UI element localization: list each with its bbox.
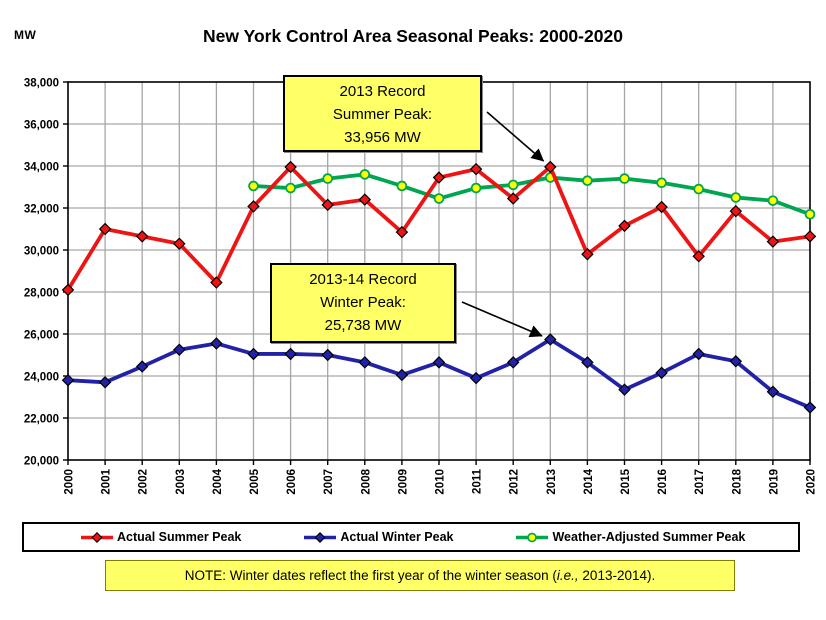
svg-text:2002: 2002 [138, 469, 150, 495]
svg-text:20,000: 20,000 [24, 456, 59, 468]
chart-title: New York Control Area Seasonal Peaks: 20… [203, 26, 623, 46]
series-markers-actual-winter-peak [61, 333, 817, 414]
svg-text:2009: 2009 [397, 469, 409, 495]
svg-text:2014: 2014 [583, 468, 595, 494]
svg-text:38,000: 38,000 [24, 78, 59, 90]
svg-text:2005: 2005 [249, 468, 261, 494]
svg-text:2006: 2006 [286, 469, 298, 495]
note-box: NOTE: Winter dates reflect the first yea… [105, 560, 735, 591]
svg-text:2001: 2001 [101, 468, 113, 494]
annotation-arrow [486, 111, 545, 162]
svg-text:24,000: 24,000 [24, 372, 59, 384]
legend-marker-summer-icon [81, 531, 113, 543]
series-markers-actual-summer-peak [61, 160, 817, 297]
annotation-winter-record: 2013-14 Record Winter Peak: 25,738 MW [270, 263, 456, 343]
svg-text:2016: 2016 [657, 469, 669, 495]
svg-text:2020: 2020 [806, 469, 818, 495]
svg-text:34,000: 34,000 [24, 162, 59, 174]
svg-text:2012: 2012 [509, 469, 521, 495]
svg-text:2004: 2004 [212, 468, 224, 494]
annotation-line: Winter Peak: [320, 294, 406, 311]
legend-item-weather-adjusted: Weather-Adjusted Summer Peak [515, 530, 745, 544]
annotation-summer-record: 2013 Record Summer Peak: 33,956 MW [283, 75, 482, 152]
svg-text:2017: 2017 [694, 469, 706, 495]
annotation-line: 33,956 MW [344, 129, 421, 146]
svg-text:30,000: 30,000 [24, 246, 59, 258]
legend-item-actual-winter-peak: Actual Winter Peak [303, 530, 453, 544]
x-axis-labels: 2000 2001 2002 2003 2004 2005 2006 2007 2008 2009… [64, 468, 818, 494]
y-axis-labels: 20,000 22,000 24,000 26,000 28,000 30,000 32,0… [24, 78, 59, 468]
annotation-line: 2013-14 Record [309, 271, 417, 288]
legend-label: Actual Winter Peak [340, 530, 454, 544]
svg-text:26,000: 26,000 [24, 330, 59, 342]
svg-text:2015: 2015 [620, 468, 632, 494]
svg-text:2008: 2008 [360, 468, 372, 494]
svg-text:2018: 2018 [731, 468, 743, 494]
svg-text:2003: 2003 [175, 469, 187, 495]
svg-text:2010: 2010 [435, 469, 447, 495]
svg-text:2019: 2019 [768, 469, 780, 495]
annotation-line: 25,738 MW [324, 317, 402, 334]
series-actual-winter-peak [61, 333, 817, 414]
series-weather-adjusted-summer-peak [248, 169, 816, 220]
annotation-line: Summer Peak: [332, 106, 433, 123]
svg-text:22,000: 22,000 [24, 414, 59, 426]
annotation-line: 2013 Record [339, 83, 426, 100]
axis-ticks [63, 81, 811, 465]
legend-marker-winter-icon [304, 531, 337, 543]
svg-text:2007: 2007 [323, 469, 335, 495]
svg-text:36,000: 36,000 [24, 120, 59, 132]
svg-text:2000: 2000 [64, 469, 76, 495]
legend-label: Actual Summer Peak [117, 530, 242, 544]
series-actual-summer-peak [61, 160, 817, 297]
y-axis-units-label: MW [14, 28, 37, 42]
legend-item-actual-summer-peak: Actual Summer Peak [80, 530, 241, 544]
legend-marker-weather-adjusted-icon [516, 532, 549, 542]
svg-text:32,000: 32,000 [24, 204, 59, 216]
note-text: NOTE: Winter dates reflect the first yea… [184, 568, 656, 583]
svg-text:2011: 2011 [472, 468, 484, 494]
annotation-arrow [461, 301, 543, 338]
svg-text:2013: 2013 [546, 469, 558, 495]
legend-label: Weather-Adjusted Summer Peak [552, 530, 746, 544]
legend: Actual Summer Peak Actual Winter Peak We… [22, 522, 800, 552]
svg-text:28,000: 28,000 [24, 288, 59, 300]
